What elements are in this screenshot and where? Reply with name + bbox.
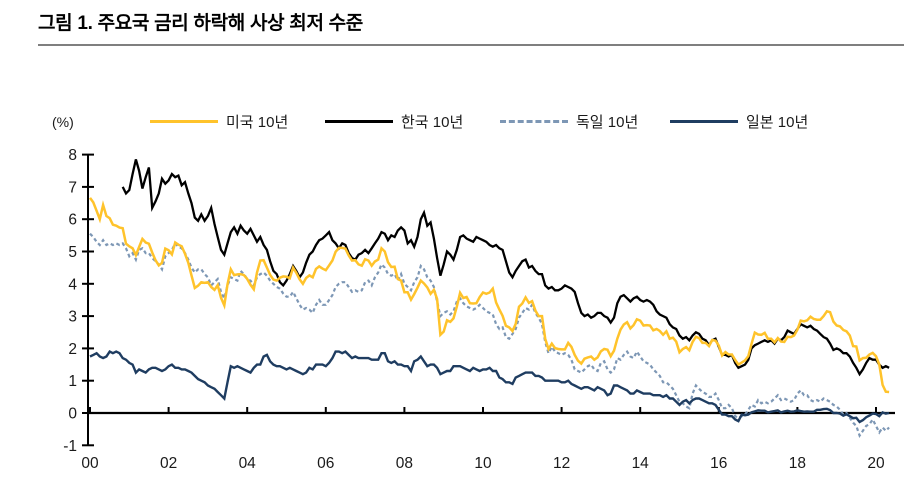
legend-swatch-germany — [500, 120, 568, 123]
legend-label-germany: 독일 10년 — [576, 114, 639, 131]
title-divider — [38, 44, 904, 46]
legend-item-us: 미국 10년 — [150, 111, 325, 132]
svg-text:00: 00 — [81, 455, 99, 472]
series-한국 10년 — [121, 159, 890, 377]
svg-text:10: 10 — [474, 455, 492, 472]
svg-text:-1: -1 — [63, 438, 77, 455]
legend-item-korea: 한국 10년 — [325, 111, 500, 132]
legend-swatch-us — [150, 120, 218, 123]
svg-text:4: 4 — [68, 276, 77, 293]
legend-label-japan: 일본 10년 — [746, 114, 809, 131]
svg-text:1: 1 — [68, 373, 77, 390]
svg-text:08: 08 — [396, 455, 413, 472]
legend-label-us: 미국 10년 — [226, 114, 289, 131]
series-독일 10년 — [89, 232, 890, 439]
chart-legend: 미국 10년 한국 10년 독일 10년 일본 10년 — [150, 111, 808, 132]
svg-text:2: 2 — [68, 341, 77, 358]
figure-title: 그림 1. 주요국 금리 하락해 사상 최저 수준 — [38, 13, 363, 34]
y-axis-unit-label: (%) — [52, 114, 74, 130]
svg-text:04: 04 — [239, 455, 257, 472]
svg-text:02: 02 — [160, 455, 177, 472]
svg-text:0: 0 — [68, 406, 77, 423]
svg-text:18: 18 — [789, 455, 806, 472]
legend-swatch-japan — [670, 120, 738, 123]
legend-item-japan: 일본 10년 — [670, 111, 808, 132]
legend-item-germany: 독일 10년 — [500, 111, 670, 132]
svg-text:06: 06 — [317, 455, 334, 472]
svg-text:14: 14 — [632, 455, 650, 472]
series-일본 10년 — [89, 350, 890, 424]
svg-text:8: 8 — [68, 147, 77, 164]
svg-text:6: 6 — [68, 212, 77, 229]
svg-text:3: 3 — [68, 309, 77, 326]
svg-text:16: 16 — [710, 455, 727, 472]
legend-swatch-korea — [325, 120, 393, 123]
svg-text:5: 5 — [68, 244, 77, 261]
series-미국 10년 — [88, 197, 890, 394]
svg-text:20: 20 — [867, 455, 885, 472]
legend-label-korea: 한국 10년 — [401, 114, 464, 131]
svg-text:12: 12 — [553, 455, 570, 472]
svg-text:7: 7 — [68, 179, 77, 196]
